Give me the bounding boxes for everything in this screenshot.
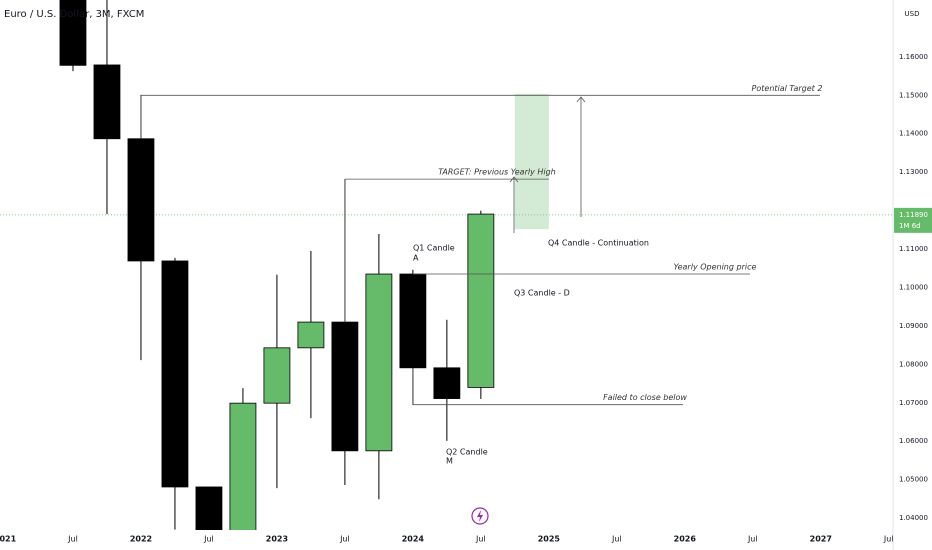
y-tick-label: 1.04000 (899, 514, 928, 522)
candle-body (433, 367, 461, 399)
y-tick-label: 1.07000 (899, 399, 928, 407)
y-tick-label: 1.09000 (899, 322, 928, 330)
x-tick-label: Jul (203, 535, 214, 544)
candle-annotation: Q1 Candle (413, 244, 455, 253)
x-tick-label: 2025 (538, 535, 561, 544)
level-label: Potential Target 2 (752, 84, 823, 93)
x-tick-label: Jul (475, 535, 486, 544)
lightning-icon[interactable] (471, 507, 489, 525)
y-tick-label: 1.10000 (899, 283, 928, 291)
arrow-head (576, 96, 586, 103)
candle-annotation: A (413, 254, 419, 263)
currency-label: USD (905, 10, 920, 18)
x-tick-label: 2021 (0, 535, 17, 544)
x-tick-label: 2022 (130, 535, 152, 544)
y-tick-label: 1.15000 (899, 91, 928, 99)
price-tag-countdown: 1M 6d (899, 222, 921, 230)
x-tick-label: 2027 (810, 535, 832, 544)
candle-body (467, 213, 495, 388)
x-tick-label: 2023 (266, 535, 288, 544)
candle-body (127, 138, 155, 262)
y-tick-label: 1.05000 (899, 476, 928, 484)
candle-body (161, 260, 189, 488)
candle-annotation: Q4 Candle - Continuation (548, 239, 649, 248)
y-tick-label: 1.08000 (899, 360, 928, 368)
candle-body (263, 347, 291, 404)
x-tick-label: Jul (339, 535, 350, 544)
level-label: TARGET: Previous Yearly High (438, 168, 556, 177)
x-tick-label: 2026 (674, 535, 697, 544)
level-label: Yearly Opening price (674, 263, 757, 272)
candle-annotation: Q2 Candle (446, 448, 488, 457)
candle-annotation: M (446, 457, 453, 466)
arrow-head (509, 176, 519, 183)
y-tick-label: 1.06000 (899, 437, 928, 445)
candle-body (365, 273, 393, 452)
candle-body (195, 486, 223, 530)
target-zone (514, 93, 549, 230)
candle-body (93, 64, 121, 140)
price-tag-label: 1.11890 (899, 211, 928, 219)
price-tag (894, 207, 932, 233)
candle-body (297, 321, 325, 349)
chart-title: Euro / U.S. Dollar, 3M, FXCM (4, 9, 144, 20)
y-tick-label: 1.14000 (899, 130, 928, 138)
x-tick-label: Jul (883, 535, 894, 544)
x-tick-label: Jul (611, 535, 622, 544)
y-tick-label: 1.13000 (899, 168, 928, 176)
candle-body (331, 321, 359, 452)
candle-body (229, 402, 257, 530)
candle-body (59, 0, 87, 66)
x-tick-label: 2024 (402, 535, 425, 544)
level-label: Failed to close below (603, 393, 687, 402)
y-tick-label: 1.16000 (899, 53, 928, 61)
y-tick-label: 1.11000 (899, 245, 928, 253)
x-tick-label: Jul (67, 535, 78, 544)
candle-annotation: Q3 Candle - D (514, 289, 570, 298)
candle-body (399, 273, 427, 369)
plot-area (0, 0, 893, 530)
x-tick-label: Jul (747, 535, 758, 544)
